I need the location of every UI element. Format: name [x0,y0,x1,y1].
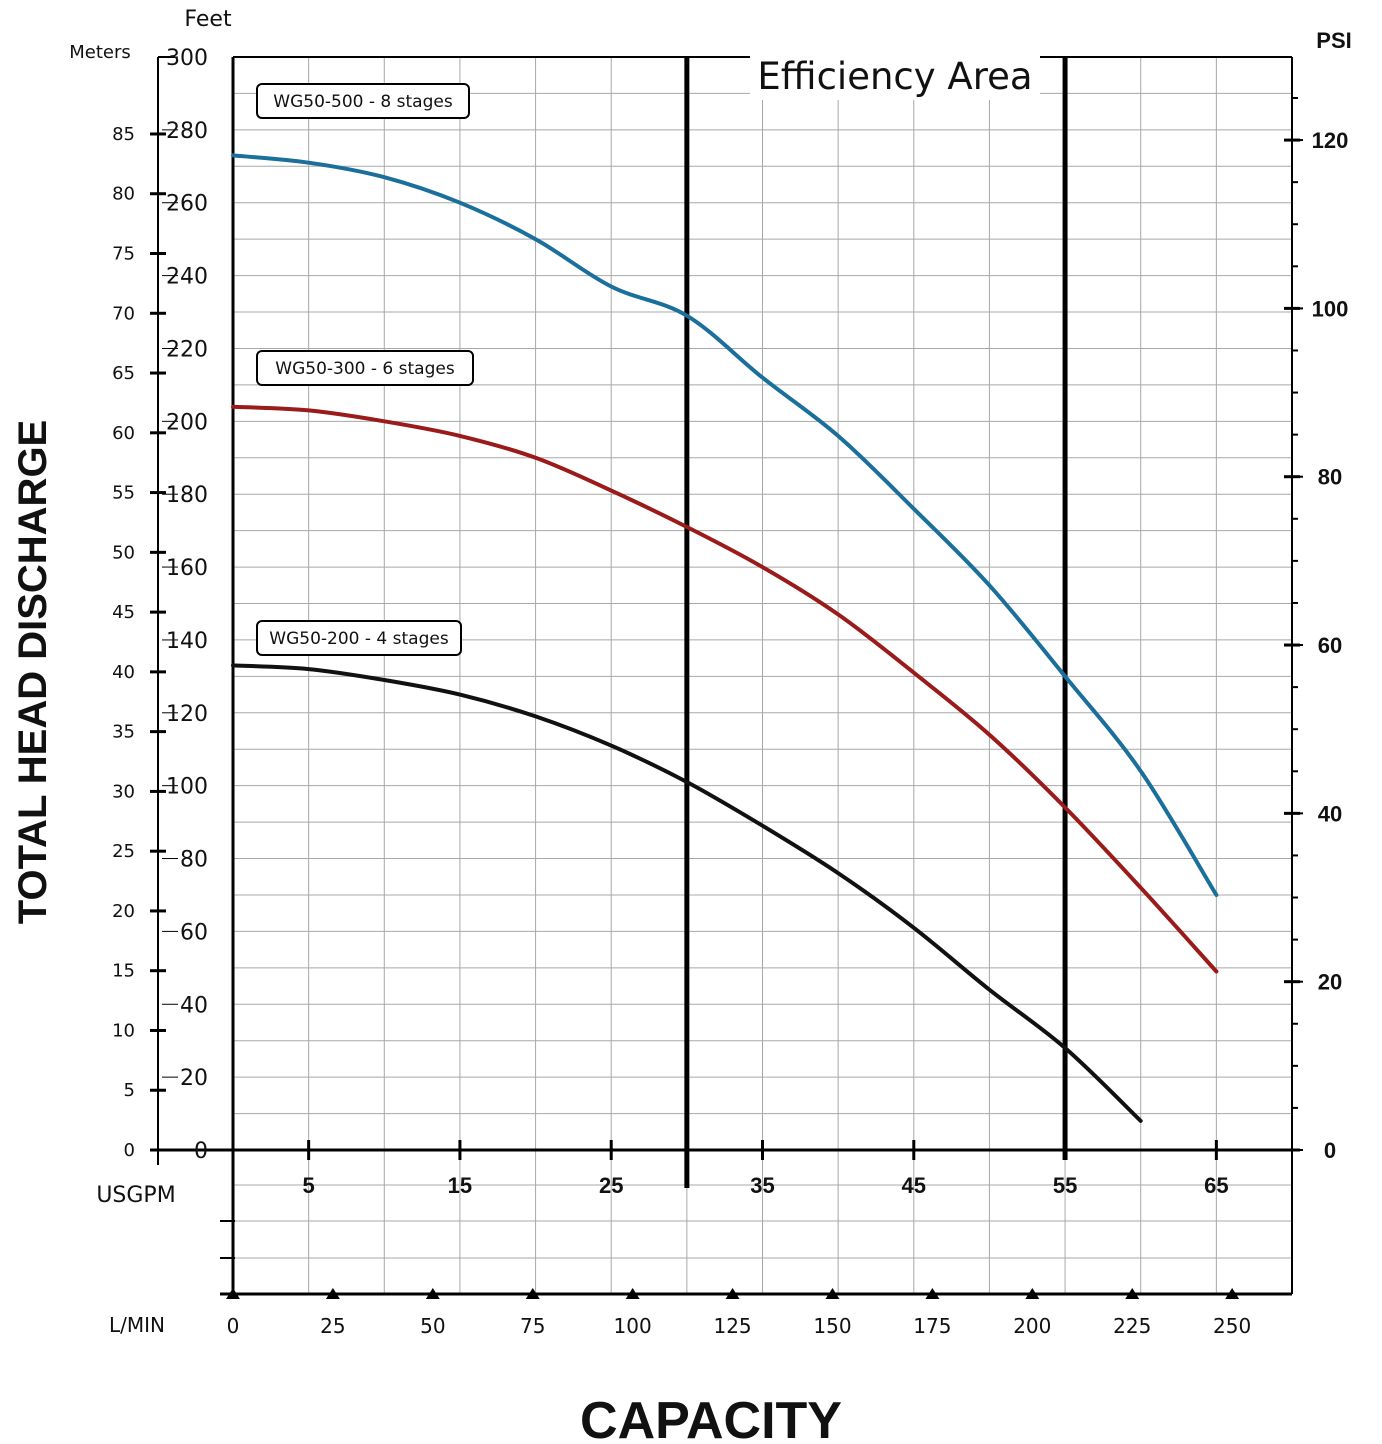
feet-tick-label: 300 [166,46,208,71]
feet-tick-label: 220 [166,337,208,362]
usgpm-tick-label: 65 [1204,1173,1228,1198]
lmin-tick-marker [1225,1288,1240,1299]
lmin-tick-label: 125 [713,1314,751,1338]
meters-tick-label: 40 [112,662,135,683]
lmin-tick-label: 175 [913,1314,951,1338]
feet-tick-label: 260 [166,192,208,217]
meters-tick-label: 50 [112,542,135,563]
lmin-tick-marker [325,1288,340,1299]
feet-tick-label: 160 [166,556,208,581]
meters-tick-label: 35 [112,722,135,743]
series-label-box [256,350,474,386]
psi-unit-label: PSI [1316,28,1351,53]
psi-tick-label: 80 [1318,465,1342,490]
lmin-tick-marker [725,1288,740,1299]
usgpm-unit-label: USGPM [96,1183,175,1208]
meters-tick-label: 55 [112,483,135,504]
meters-tick-label: 25 [112,841,135,862]
meters-tick-label: 15 [112,961,135,982]
x-axis-title: CAPACITY [580,1392,842,1444]
meters-tick-label: 10 [112,1020,135,1041]
feet-tick-label: 60 [180,920,208,945]
series-label-box [256,83,470,119]
meters-tick-label: 45 [112,602,135,623]
series-label-box [256,620,462,656]
series-label: WG50-500 - 8 stages [273,92,453,112]
meters-tick-label: 5 [124,1080,135,1101]
psi-tick-label: 120 [1312,128,1349,153]
psi-tick-label: 0 [1324,1138,1336,1163]
series-layer [231,153,1219,1123]
usgpm-tick-label: 5 [303,1173,315,1198]
meters-tick-label: 60 [112,423,135,444]
lmin-tick-marker [1125,1288,1140,1299]
meters-tick-label: 70 [112,303,135,324]
feet-tick-label: 20 [180,1066,208,1091]
feet-tick-label: 100 [166,775,208,800]
efficiency-title-bg [750,52,1040,100]
lmin-tick-label: 225 [1113,1314,1151,1338]
lmin-tick-marker [825,1288,840,1299]
feet-unit-label: Feet [184,7,232,32]
tick-labels: 0204060801001201401601802002202402602803… [112,46,1348,1338]
meters-tick-label: 75 [112,244,135,265]
lmin-tick-label: 200 [1013,1314,1051,1338]
feet-tick-label: 200 [166,410,208,435]
lmin-tick-label: 100 [614,1314,652,1338]
feet-tick-label: 280 [166,119,208,144]
lmin-tick-label: 250 [1213,1314,1251,1338]
feet-tick-label: 180 [166,483,208,508]
meters-tick-label: 0 [124,1140,135,1161]
grid [233,57,1292,1294]
lmin-tick-label: 75 [520,1314,545,1338]
psi-tick-label: 40 [1318,801,1342,826]
feet-tick-label: 40 [180,993,208,1018]
series-line [231,404,1219,974]
feet-tick-label: 0 [194,1139,208,1164]
feet-tick-label: 240 [166,265,208,290]
feet-tick-label: 140 [166,629,208,654]
meters-tick-label: 85 [112,124,135,145]
usgpm-tick-label: 45 [902,1173,926,1198]
lmin-tick-marker [525,1288,540,1299]
psi-tick-label: 20 [1318,970,1342,995]
feet-tick-label: 120 [166,702,208,727]
series-label: WG50-200 - 4 stages [269,629,449,649]
series-line [231,663,1143,1123]
usgpm-tick-label: 15 [448,1173,472,1198]
psi-tick-label: 60 [1318,633,1342,658]
series-line [231,153,1219,897]
axes [150,56,1293,1296]
usgpm-tick-label: 55 [1053,1173,1077,1198]
lmin-tick-label: 150 [813,1314,851,1338]
lmin-tick-label: 50 [420,1314,445,1338]
lmin-tick-label: 0 [227,1314,240,1338]
efficiency-area-title: Efficiency Area [757,55,1032,98]
lmin-unit-label: L/MIN [109,1313,165,1337]
lmin-tick-marker [625,1288,640,1299]
series-labels: WG50-500 - 8 stages WG50-300 - 6 stages WG… [256,83,474,656]
y-axis-title: TOTAL HEAD DISCHARGE [11,420,55,924]
lmin-tick-label: 25 [320,1314,345,1338]
lmin-tick-marker [226,1288,240,1299]
usgpm-tick-label: 25 [599,1173,623,1198]
lmin-tick-marker [925,1288,940,1299]
lmin-tick-marker [1025,1288,1040,1299]
meters-tick-label: 65 [112,363,135,384]
usgpm-tick-label: 35 [750,1173,774,1198]
meters-tick-label: 30 [112,781,135,802]
meters-unit-label: Meters [69,42,131,63]
feet-tick-label: 80 [180,848,208,873]
meters-tick-label: 80 [112,184,135,205]
series-label: WG50-300 - 6 stages [275,359,455,379]
lmin-tick-marker [425,1288,440,1299]
meters-tick-label: 20 [112,901,135,922]
psi-tick-label: 100 [1312,296,1349,321]
